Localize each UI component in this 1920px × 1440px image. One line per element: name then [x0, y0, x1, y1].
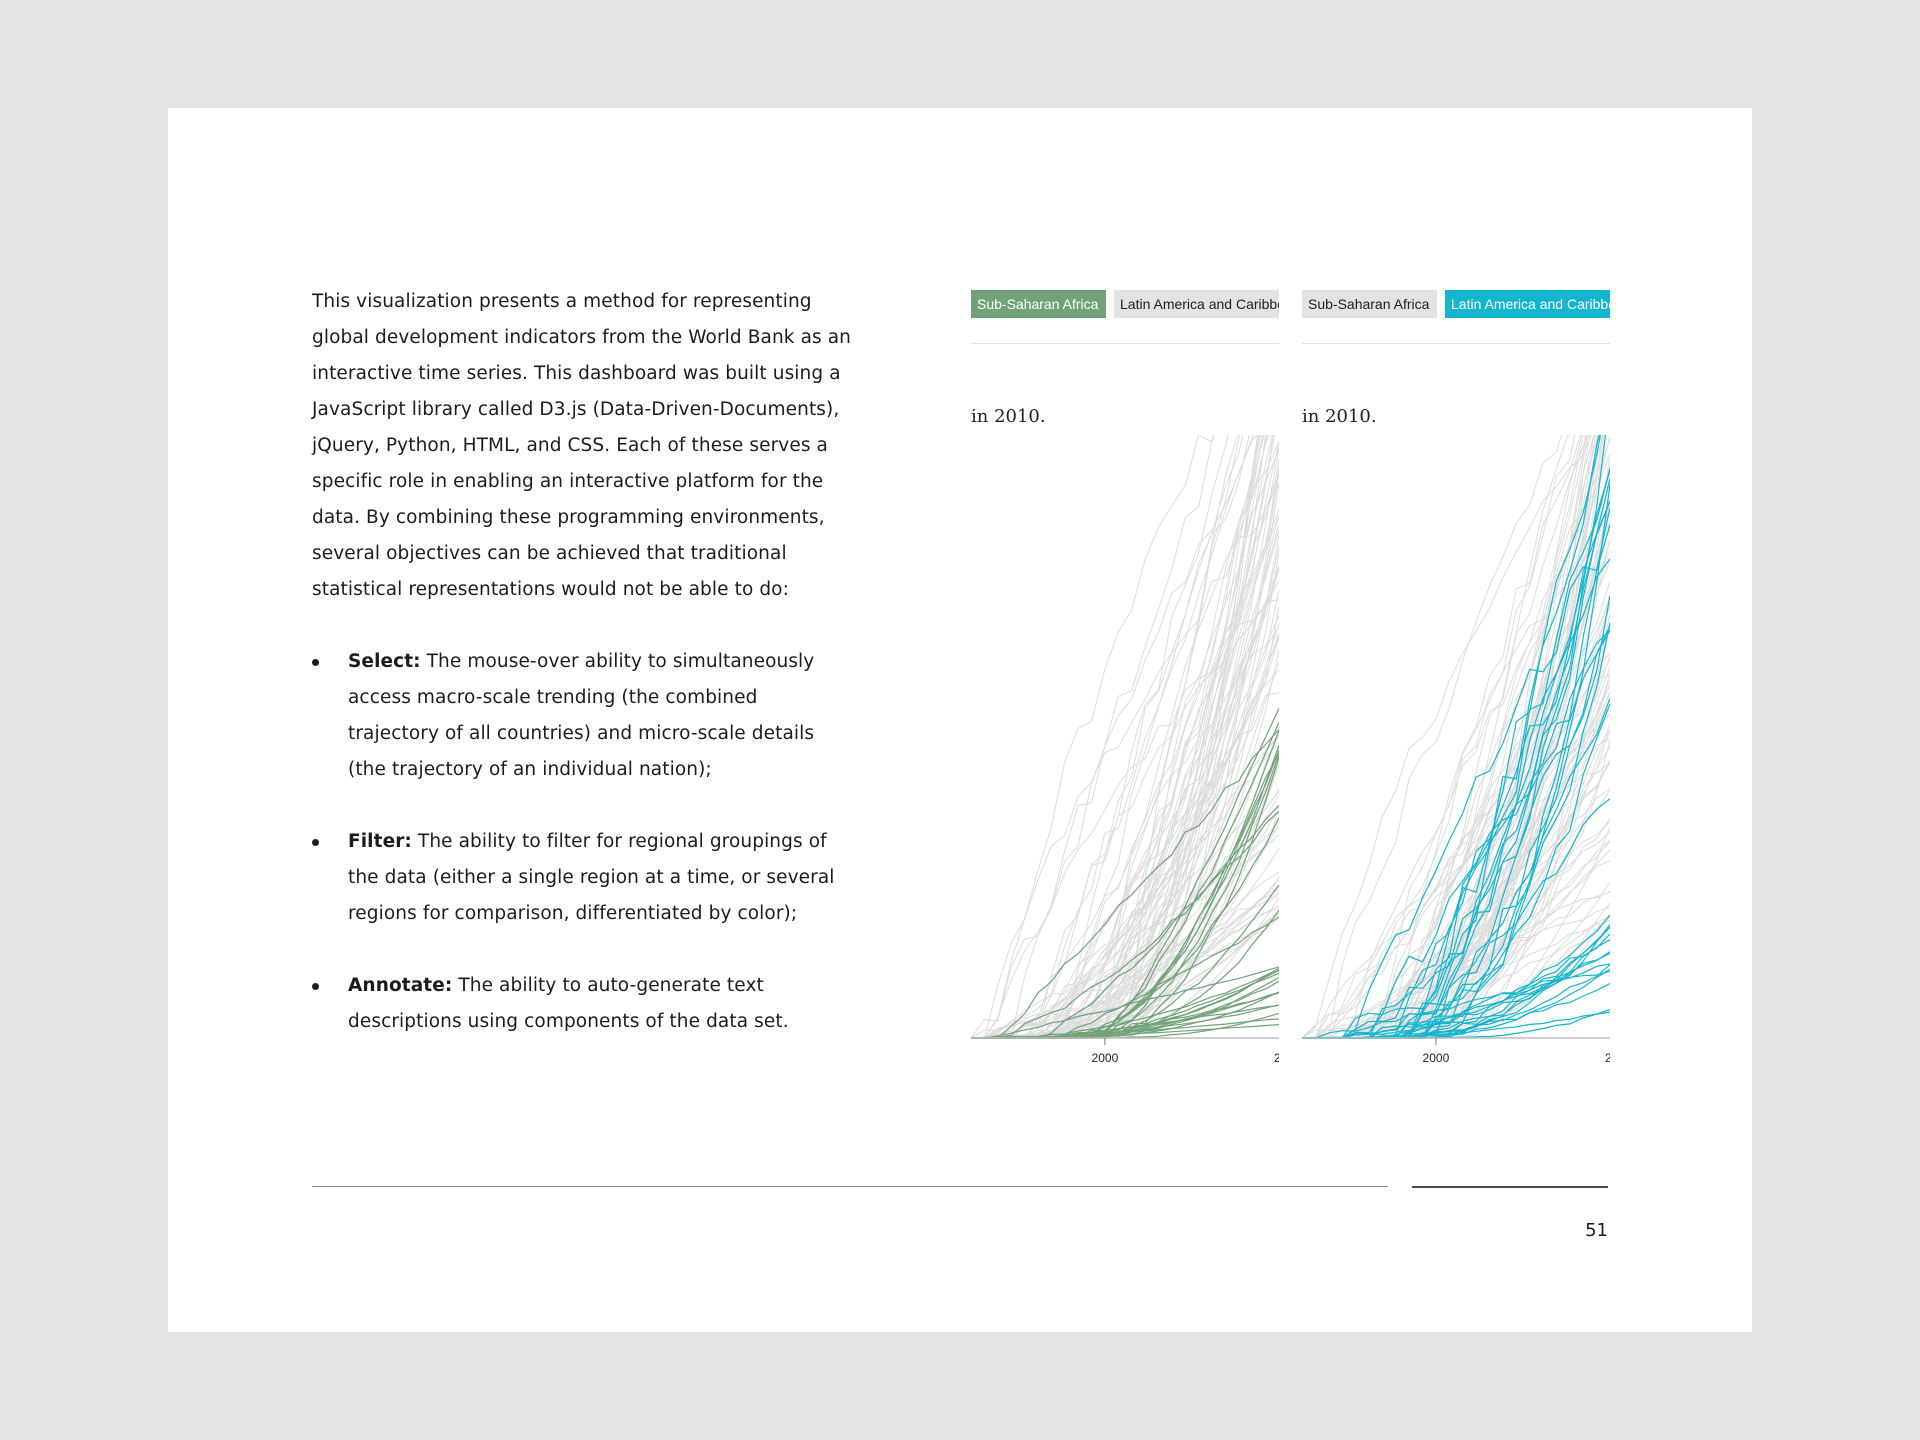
background-series-line[interactable]: [971, 435, 1279, 1039]
x-tick-label-2000: 2000: [1423, 1051, 1450, 1065]
objectives-list: Select: The mouse-over ability to simult…: [312, 644, 852, 1040]
background-series-line[interactable]: [1302, 762, 1610, 1039]
highlighted-series-line[interactable]: [1302, 625, 1610, 1039]
intro-paragraph: This visualization presents a method for…: [312, 291, 852, 600]
background-series-line[interactable]: [971, 482, 1279, 1039]
page-number: 51: [1585, 1220, 1608, 1241]
highlighted-series-line[interactable]: [971, 728, 1279, 1039]
list-item-select: Select: The mouse-over ability to simult…: [312, 644, 852, 788]
filter-button-latin-america[interactable]: Latin America and Caribbean: [1445, 290, 1610, 318]
bullet-icon: [312, 839, 319, 846]
filter-button-latin-america[interactable]: Latin America and Caribbean: [1114, 290, 1279, 318]
background-series-line[interactable]: [971, 580, 1279, 1039]
highlighted-series-line[interactable]: [1302, 951, 1610, 1039]
divider: [971, 343, 1279, 344]
bullet-term: Filter:: [348, 831, 412, 852]
document-page: This visualization presents a method for…: [168, 108, 1752, 1332]
time-series-chart: 2000 2: [971, 435, 1279, 1065]
background-series-line[interactable]: [1302, 435, 1610, 1039]
list-item-filter: Filter: The ability to filter for region…: [312, 824, 852, 932]
highlighted-series-line[interactable]: [971, 811, 1279, 1039]
background-series-lines: [971, 435, 1279, 1039]
background-series-line[interactable]: [1302, 678, 1610, 1039]
x-tick-label-2000: 2000: [1092, 1051, 1119, 1065]
background-series-line[interactable]: [1302, 713, 1610, 1039]
bullet-text: The mouse-over ability to simultaneously…: [348, 651, 815, 780]
background-series-line[interactable]: [971, 447, 1279, 1039]
background-series-line[interactable]: [971, 435, 1279, 1039]
filter-button-sub-saharan-africa[interactable]: Sub-Saharan Africa: [1302, 290, 1437, 318]
bullet-term: Annotate:: [348, 975, 453, 996]
bullet-text: The ability to auto-generate text descri…: [348, 975, 789, 1032]
chart-caption: in 2010.: [971, 406, 1046, 427]
list-item-annotate: Annotate: The ability to auto-generate t…: [312, 968, 852, 1040]
background-series-line[interactable]: [1302, 678, 1610, 1039]
background-series-line[interactable]: [1302, 512, 1610, 1039]
background-series-line[interactable]: [1302, 890, 1610, 1039]
chart-caption: in 2010.: [1302, 406, 1377, 427]
background-series-line[interactable]: [1302, 627, 1610, 1039]
bullet-icon: [312, 983, 319, 990]
x-tick-label-truncated: 2: [1274, 1051, 1279, 1065]
background-series-line[interactable]: [1302, 435, 1610, 1039]
highlighted-series-line[interactable]: [971, 966, 1279, 1039]
bullet-term: Select:: [348, 651, 421, 672]
chart-panel-sub-saharan-africa: Sub-Saharan Africa Latin America and Car…: [971, 290, 1279, 1080]
body-text-column: This visualization presents a method for…: [312, 284, 852, 1040]
footer-rule-accent: [1412, 1186, 1608, 1188]
background-series-line[interactable]: [971, 733, 1279, 1039]
background-series-line[interactable]: [971, 904, 1279, 1039]
bullet-icon: [312, 659, 319, 666]
bullet-text: The ability to filter for regional group…: [348, 831, 835, 924]
background-series-line[interactable]: [971, 435, 1279, 1039]
divider: [1302, 343, 1610, 344]
time-series-chart: 2000 2: [1302, 435, 1610, 1065]
background-series-line[interactable]: [971, 435, 1279, 1039]
background-series-lines: [1302, 435, 1610, 1039]
background-series-line[interactable]: [1302, 435, 1610, 1039]
footer-rule: [312, 1186, 1388, 1187]
x-tick-label-truncated: 2: [1605, 1051, 1610, 1065]
highlighted-series-line[interactable]: [1302, 468, 1610, 1039]
filter-button-sub-saharan-africa[interactable]: Sub-Saharan Africa: [971, 290, 1106, 318]
highlighted-series-line[interactable]: [971, 968, 1279, 1039]
chart-panel-latin-america: Sub-Saharan Africa Latin America and Car…: [1302, 290, 1610, 1080]
